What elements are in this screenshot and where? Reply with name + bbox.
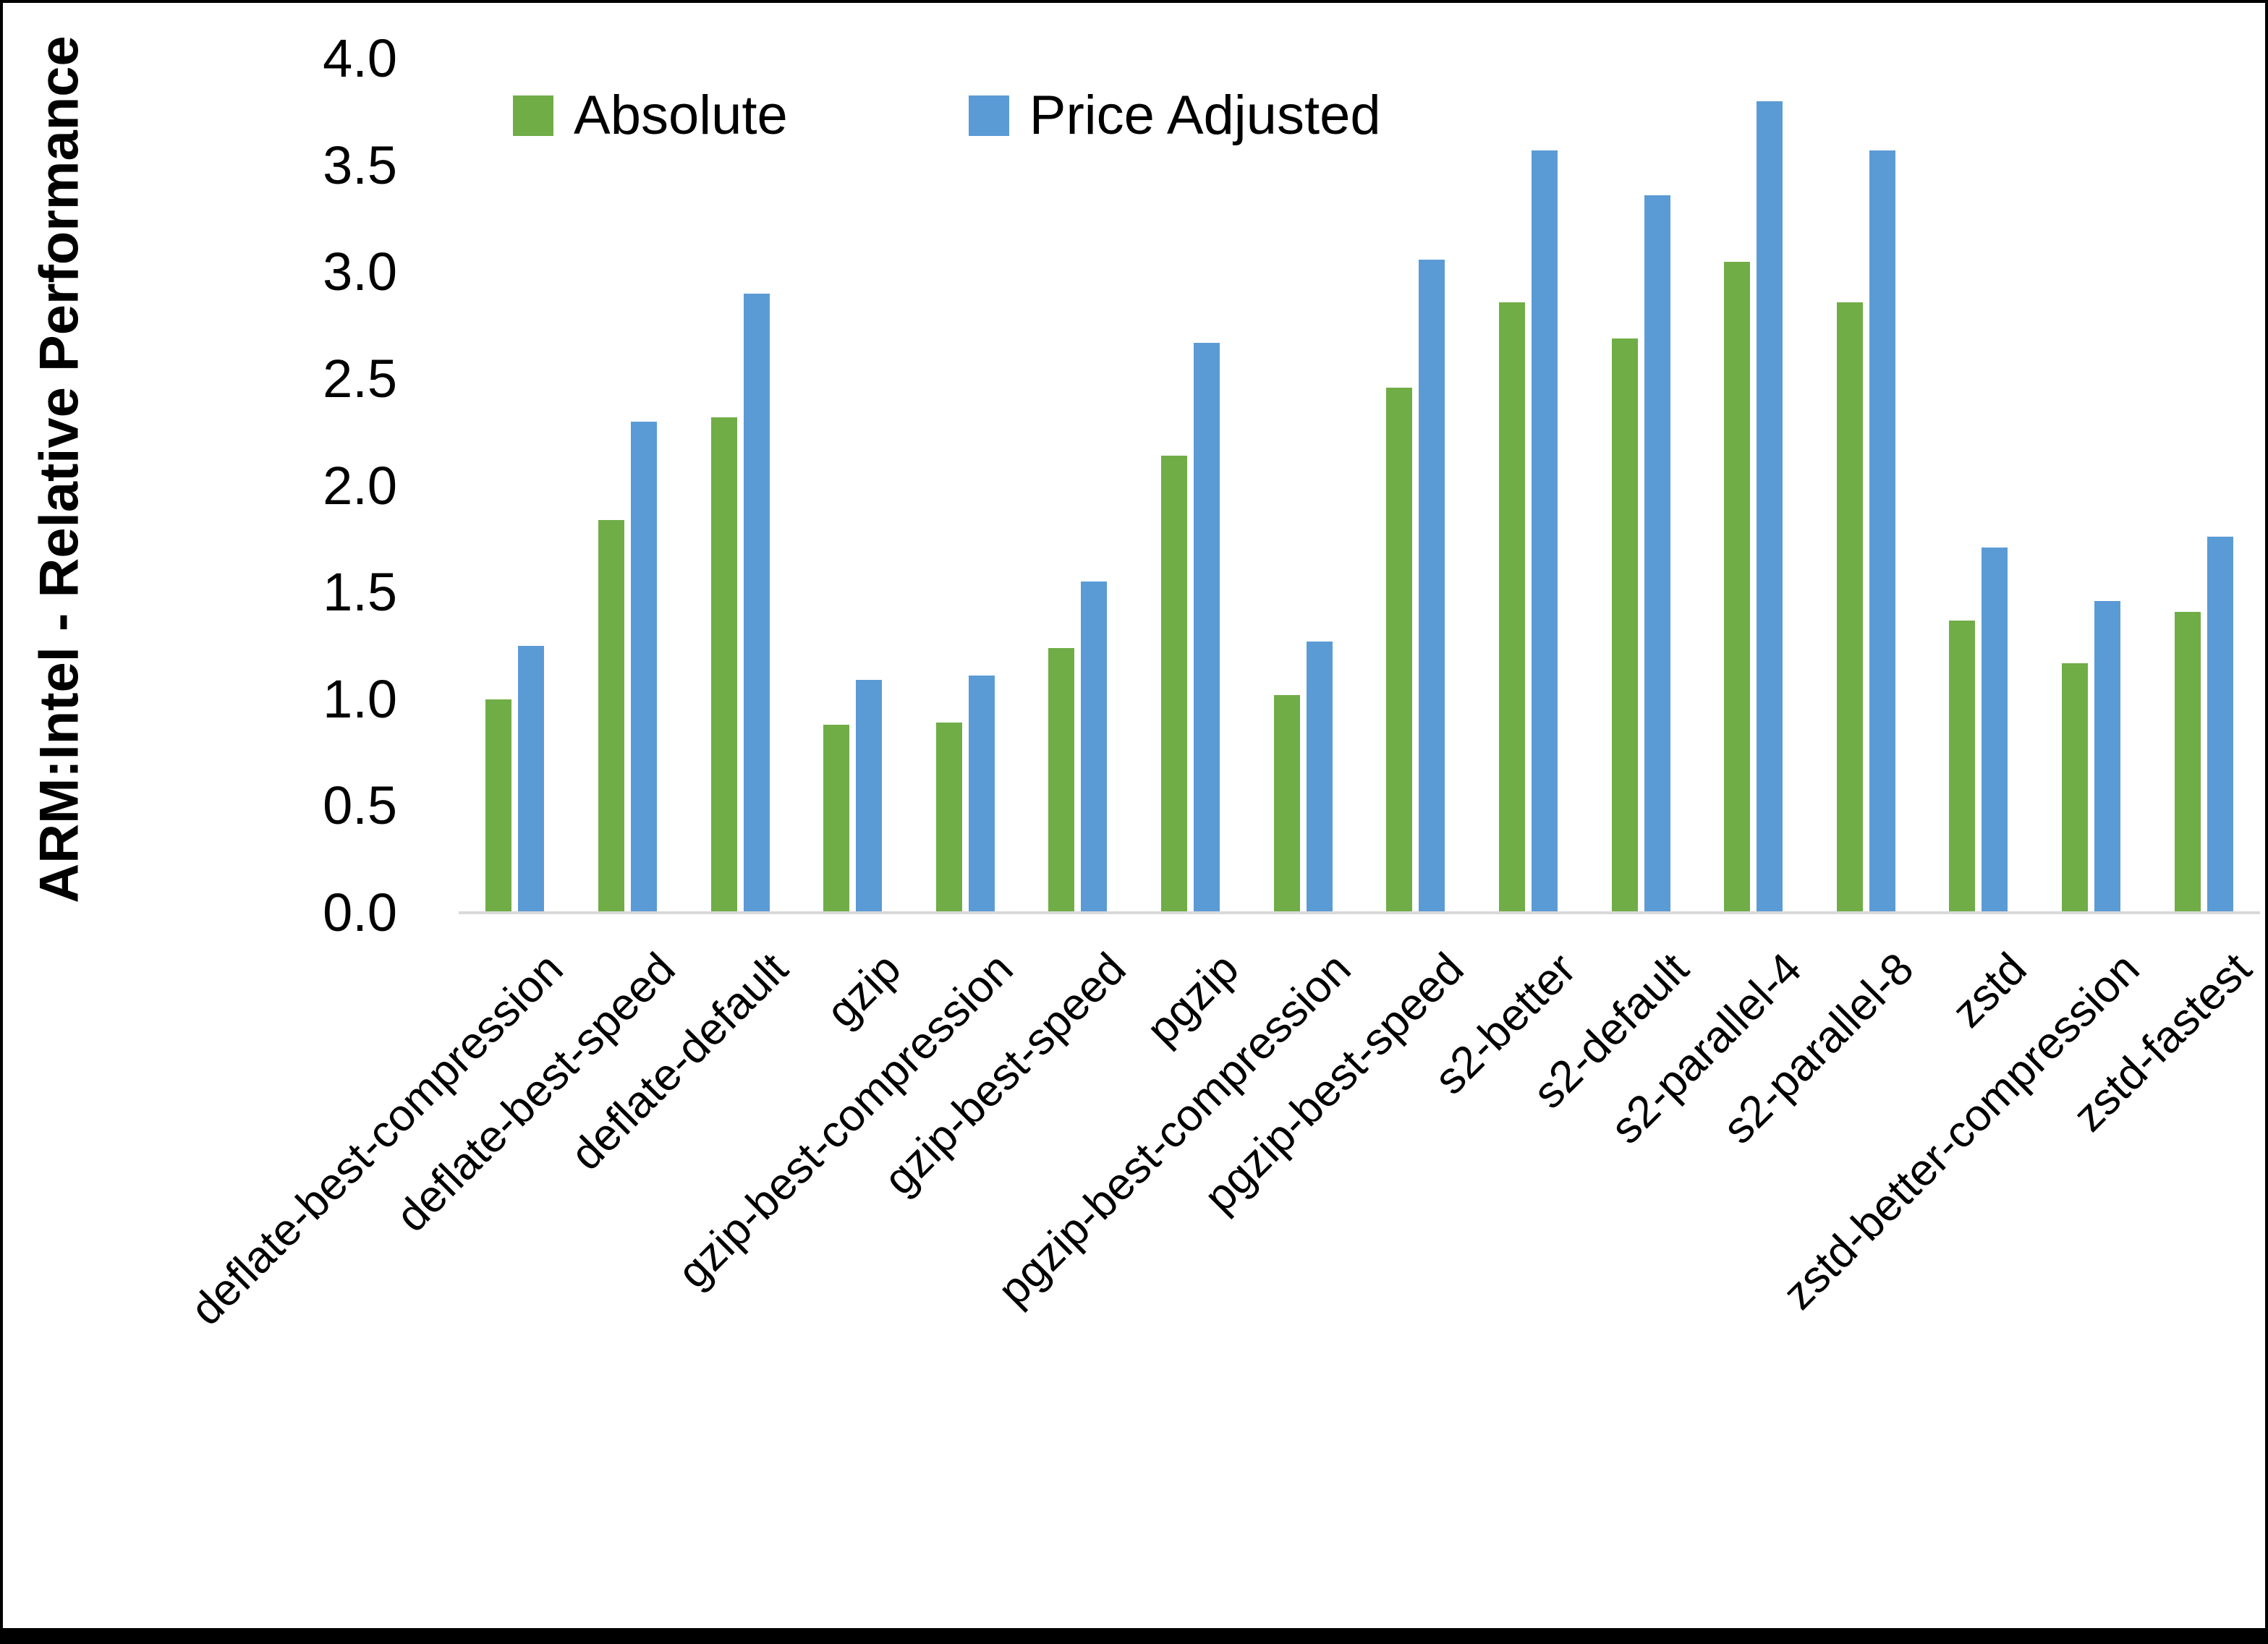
bar-group-deflate-best-compression xyxy=(459,3,572,913)
bar-group-s2-default xyxy=(1584,3,1697,913)
bar-absolute-s2-parallel-4 xyxy=(1724,261,1751,913)
bar-absolute-gzip-best-compression xyxy=(935,723,962,913)
bar-group-gzip-best-compression xyxy=(909,3,1022,913)
bar-price-adjusted-gzip xyxy=(856,680,883,913)
bar-price-adjusted-s2-parallel-4 xyxy=(1757,101,1783,913)
bar-price-adjusted-zstd xyxy=(1982,548,2008,913)
bar-absolute-gzip xyxy=(823,725,850,913)
y-axis-title: ARM:Intel - Relative Performance xyxy=(28,35,90,903)
bar-group-s2-parallel-4 xyxy=(1697,3,1810,913)
x-axis-line xyxy=(459,911,2260,914)
bar-absolute-pgzip xyxy=(1161,456,1188,913)
bar-absolute-deflate-best-speed xyxy=(598,519,624,913)
bar-price-adjusted-deflate-best-speed xyxy=(630,421,657,913)
bar-price-adjusted-pgzip-best-speed xyxy=(1419,259,1445,913)
bar-absolute-zstd-fastest xyxy=(2174,611,2201,913)
bar-group-s2-better xyxy=(1472,3,1585,913)
bar-absolute-s2-default xyxy=(1611,338,1638,913)
bar-price-adjusted-zstd-fastest xyxy=(2207,537,2233,913)
bar-group-pgzip-best-speed xyxy=(1359,3,1472,913)
bar-price-adjusted-pgzip xyxy=(1194,342,1220,913)
bar-absolute-deflate-best-compression xyxy=(485,699,512,913)
y-tick-label: 1.0 xyxy=(323,668,397,729)
bar-group-pgzip xyxy=(1134,3,1247,913)
bar-price-adjusted-s2-default xyxy=(1644,195,1670,913)
bar-group-s2-parallel-8 xyxy=(1810,3,1923,913)
bar-group-zstd-fastest xyxy=(2147,3,2260,913)
legend-item-absolute: Absolute xyxy=(513,84,788,147)
bar-price-adjusted-deflate-default xyxy=(743,293,770,913)
bar-absolute-s2-better xyxy=(1498,302,1525,913)
bar-absolute-zstd xyxy=(1949,620,1976,913)
y-tick-label: 0.5 xyxy=(323,775,397,836)
legend: Absolute Price Adjusted xyxy=(513,84,1381,147)
bar-absolute-gzip-best-speed xyxy=(1048,647,1075,913)
bar-price-adjusted-deflate-best-compression xyxy=(518,645,545,913)
y-tick-label: 3.0 xyxy=(323,242,397,302)
bar-group-deflate-best-speed xyxy=(572,3,684,913)
bar-group-zstd-better-compression xyxy=(2035,3,2148,913)
bar-absolute-pgzip-best-speed xyxy=(1386,387,1413,913)
bar-absolute-deflate-default xyxy=(710,417,737,913)
legend-swatch-price-adjusted xyxy=(968,95,1009,136)
y-tick-label: 3.5 xyxy=(323,135,397,195)
legend-swatch-absolute xyxy=(513,95,553,136)
bar-group-pgzip-best-compression xyxy=(1246,3,1359,913)
bar-group-gzip-best-speed xyxy=(1022,3,1134,913)
bar-price-adjusted-gzip-best-compression xyxy=(968,676,995,913)
bar-absolute-pgzip-best-compression xyxy=(1273,694,1300,913)
bar-absolute-zstd-better-compression xyxy=(2062,663,2089,913)
bar-group-gzip xyxy=(797,3,909,913)
bar-price-adjusted-s2-better xyxy=(1531,150,1558,913)
y-tick-label: 4.0 xyxy=(323,28,397,88)
bottom-border-bar xyxy=(3,1628,2265,1641)
plot-area xyxy=(459,3,2260,913)
y-tick-label: 2.0 xyxy=(323,455,397,516)
y-tick-label: 2.5 xyxy=(323,348,397,409)
bar-absolute-s2-parallel-8 xyxy=(1836,302,1863,913)
y-tick-label: 1.5 xyxy=(323,562,397,623)
bar-group-zstd xyxy=(1922,3,2035,913)
bar-price-adjusted-s2-parallel-8 xyxy=(1869,150,1895,913)
legend-item-price-adjusted: Price Adjusted xyxy=(968,84,1381,147)
y-tick-label: 0.0 xyxy=(323,882,397,942)
legend-label: Price Adjusted xyxy=(1029,85,1381,146)
legend-label: Absolute xyxy=(574,85,788,146)
bar-price-adjusted-gzip-best-speed xyxy=(1081,582,1108,913)
bar-price-adjusted-pgzip-best-compression xyxy=(1306,642,1333,913)
bar-price-adjusted-zstd-better-compression xyxy=(2094,600,2121,913)
bar-group-deflate-default xyxy=(684,3,797,913)
